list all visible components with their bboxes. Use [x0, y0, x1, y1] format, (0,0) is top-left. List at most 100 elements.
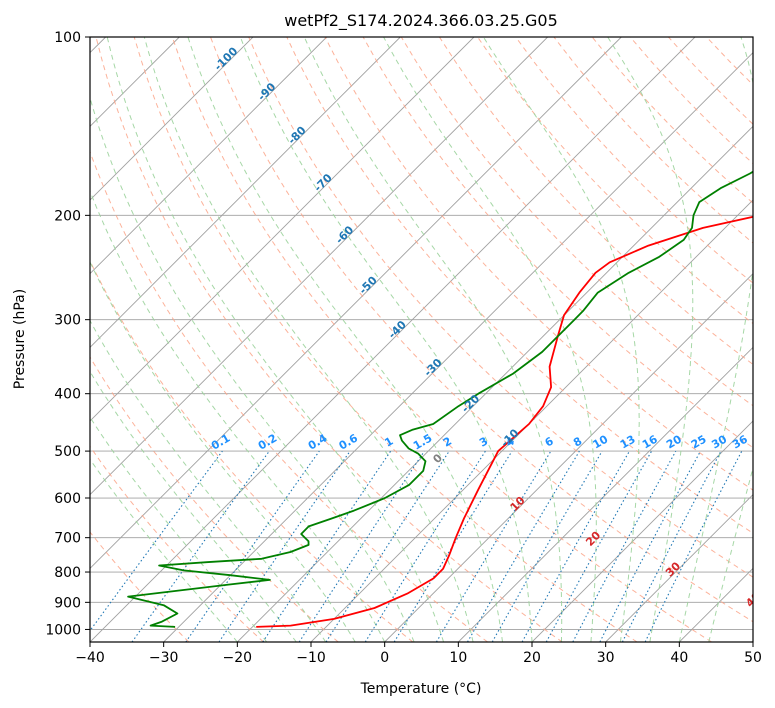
x-tick-label: −10	[296, 650, 326, 666]
line-labels: 0.1 0.2 0.4 0.6 1 1.5 2 3 4 6 8 10 13 16 20 25 30 36-100-…	[209, 44, 753, 609]
plot-frame	[89, 36, 754, 643]
isotherm	[163, 52, 753, 642]
y-tick-label: 100	[54, 30, 81, 46]
mixing-ratio-label: 0.1	[209, 432, 232, 453]
mixing-ratio-label: 30	[709, 432, 729, 451]
isotherm-label: -10	[498, 426, 521, 449]
moist-adiabat	[90, 319, 327, 642]
series-layer	[127, 170, 753, 628]
mixing-ratio-line	[521, 450, 630, 642]
y-tick-label: 400	[54, 387, 81, 403]
mixing-ratio-label: 6	[543, 434, 556, 449]
mixing-ratio-label: 3	[477, 435, 490, 450]
mixing-ratio-line	[393, 450, 513, 642]
y-tick-label: 700	[54, 531, 81, 547]
mixing-ratio-line	[298, 450, 425, 642]
mixing-ratio-line	[364, 450, 486, 642]
isotherm	[458, 346, 753, 642]
dry-adiabat	[210, 37, 753, 623]
mixing-ratio-label: 0.4	[306, 431, 330, 452]
dry-adiabat	[668, 37, 753, 125]
x-tick-label: 30	[597, 650, 615, 666]
isotherm	[90, 37, 622, 569]
dry-adiabat	[706, 37, 753, 86]
dry-adiabat	[90, 445, 264, 642]
mixing-ratio-label: 16	[640, 432, 660, 451]
mixing-ratio-label: 1	[382, 435, 395, 450]
x-tick-label: −30	[149, 650, 179, 666]
dry-adiabat	[400, 37, 753, 407]
isotherm-label: -40	[386, 318, 409, 341]
moist-adiabat	[239, 37, 533, 642]
x-tick-label: 0	[380, 650, 389, 666]
isotherm-label: -80	[285, 124, 308, 147]
isotherm	[384, 273, 753, 642]
y-tick-label: 200	[54, 208, 81, 224]
moist-adiabat	[143, 37, 474, 642]
mixing-ratio-line	[90, 450, 223, 632]
moist-adiabat	[90, 189, 386, 642]
moist-adiabat	[106, 37, 445, 642]
mixing-ratio-label: 10	[590, 432, 610, 451]
isotherm	[90, 37, 254, 201]
y-tick-label: 1000	[45, 622, 81, 638]
moist-adiabat	[383, 37, 597, 642]
y-axis: 100 200 300 400 500 600 700 800 900 1000	[45, 30, 90, 638]
y-tick-label: 600	[54, 491, 81, 507]
moist-adiabat-label: 0	[430, 451, 445, 466]
isotherm	[90, 37, 548, 496]
dry-adiabat	[171, 37, 712, 642]
mixing-ratio-label: 20	[664, 432, 684, 451]
mixing-ratio-line	[218, 450, 351, 642]
x-tick-label: −40	[75, 650, 105, 666]
mixing-ratio-line	[325, 450, 450, 642]
x-tick-label: 10	[449, 650, 467, 666]
x-tick-label: 20	[523, 650, 541, 666]
dry-adiabat	[133, 37, 638, 642]
isotherm	[752, 641, 753, 642]
isotherm-label: -20	[459, 392, 482, 415]
isotherm	[531, 420, 753, 642]
dry-adiabat	[248, 37, 753, 578]
temperature-profile	[256, 215, 753, 628]
isotherm	[605, 494, 753, 642]
isotherm	[90, 37, 696, 642]
moist-adiabat	[607, 37, 694, 642]
mixing-ratio-label: 13	[618, 433, 638, 452]
moist-adiabat-label: 20	[583, 529, 603, 549]
mixing-ratio-line	[435, 450, 552, 642]
x-axis: −40 −30 −20 −10 0 10 20 30 40 50	[75, 642, 762, 666]
y-axis-label: Pressure (hPa)	[12, 289, 28, 389]
dry-adiabat	[90, 356, 339, 642]
isotherm-label: -90	[255, 80, 278, 103]
moist-adiabat-label: 30	[663, 559, 683, 579]
dry-adiabat	[438, 37, 753, 366]
mixing-ratio-line	[185, 450, 320, 642]
isotherm-label: -70	[312, 171, 335, 194]
reference-lines	[90, 37, 753, 642]
mixing-ratio-line	[572, 450, 677, 642]
moist-adiabat	[90, 458, 238, 642]
moist-adiabat	[90, 260, 356, 642]
dry-adiabat	[515, 37, 753, 284]
moist-adiabat-label: 10	[508, 494, 528, 514]
dry-adiabat	[286, 37, 753, 534]
dry-adiabat	[90, 150, 488, 642]
mixing-ratio-line	[644, 450, 743, 642]
mixing-ratio-line	[262, 450, 392, 642]
dry-adiabat	[90, 259, 414, 642]
moist-adiabat	[482, 37, 640, 642]
y-tick-label: 300	[54, 313, 81, 329]
y-tick-label: 800	[54, 565, 81, 581]
moist-adiabat	[303, 37, 563, 642]
dry-adiabat	[591, 37, 753, 204]
mixing-ratio-label: 25	[689, 433, 709, 452]
isotherm-label: -30	[421, 356, 444, 379]
moist-adiabat	[90, 416, 268, 642]
mixing-ratio-label: 36	[730, 432, 750, 451]
isotherm	[237, 125, 753, 642]
dry-adiabat	[95, 37, 563, 642]
x-tick-label: 50	[744, 650, 762, 666]
isotherm-label: -60	[333, 223, 356, 246]
